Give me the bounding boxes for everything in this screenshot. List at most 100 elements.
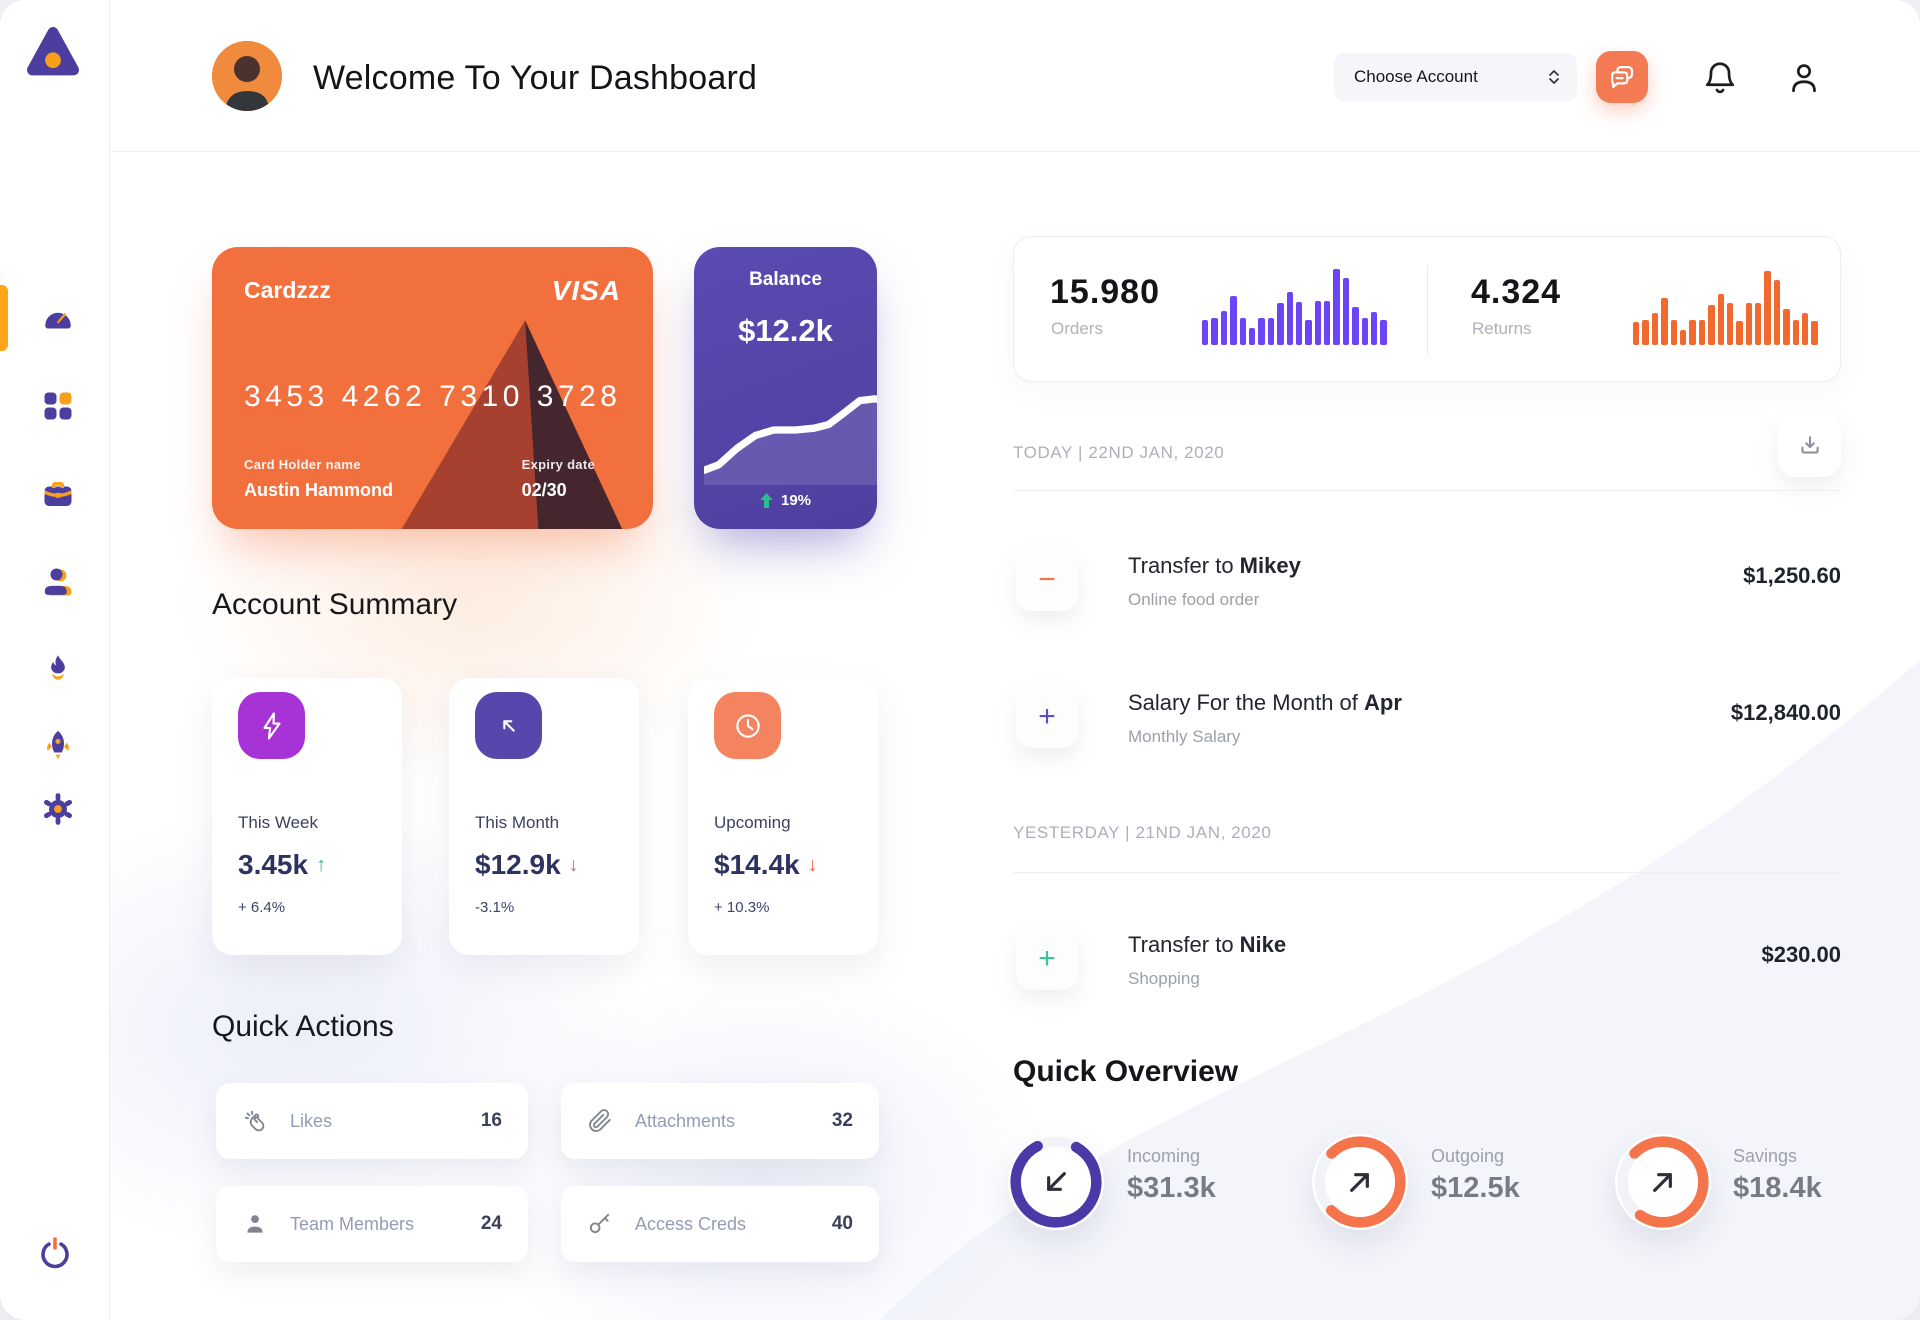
transaction-amount: $1,250.60 [1743,563,1841,588]
summary-value: 3.45k [238,849,309,880]
balance-title: Balance [749,269,822,290]
flame-icon [51,655,65,680]
active-indicator [0,285,8,351]
savings-amount: $18.4k [1733,1172,1822,1204]
orders-bar-chart [1202,269,1394,345]
summary-value: $12.9k [475,849,561,880]
incoming-ring [1008,1134,1104,1230]
summary-label: This Month [475,813,560,832]
chevron-up-down-icon [1549,70,1559,84]
quick-action-count: 32 [831,1110,853,1131]
balance-sparkline-chart [704,395,877,485]
savings-label: Savings [1733,1146,1798,1166]
users-icon [44,568,72,596]
rocket-icon [47,730,69,760]
sidebar-item-dashboard[interactable] [40,300,76,336]
quick-action-count: 16 [480,1110,502,1131]
account-selector-label: Choose Account [1354,67,1478,86]
incoming-label: Incoming [1127,1146,1201,1166]
account-summary-title: Account Summary [212,588,458,621]
summary-value: $14.4k [714,849,800,880]
sidebar-item-settings[interactable] [40,791,76,827]
stats-divider [1427,265,1428,355]
quick-action-label: Access Creds [635,1213,747,1234]
profile-button[interactable] [1786,60,1822,96]
arrow-trend-icon [475,692,542,759]
account-selector[interactable]: Choose Account [1334,53,1577,101]
notifications-button[interactable] [1702,60,1738,96]
quick-overview-title: Quick Overview [1013,1055,1239,1088]
balance-change: 19% [780,492,812,509]
date-group-yesterday: YESTERDAY | 21ND JAN, 2020 [1013,823,1272,842]
quick-action-likes[interactable]: Likes 16 [216,1083,528,1159]
clap-icon [244,1110,265,1132]
transaction-subtitle: Shopping [1128,969,1200,988]
credit-card[interactable]: Cardzzz VISA 3453 4262 7310 3728 Card Ho… [212,247,653,529]
orders-returns-card: 15.980 Orders 4.324 Returns [1013,236,1841,382]
orders-value: 15.980 [1050,273,1160,311]
sidebar [0,0,110,1320]
orders-label: Orders [1051,319,1103,338]
outgoing-ring [1312,1134,1408,1230]
transaction-amount: $12,840.00 [1730,700,1841,725]
sidebar-item-trending[interactable] [40,652,76,688]
summary-card-this-week[interactable]: This Week 3.45k ↑ + 6.4% [212,678,402,955]
app-logo[interactable] [24,24,82,82]
summary-card-upcoming[interactable]: Upcoming $14.4k ↓ + 10.3% [688,678,878,955]
power-button[interactable] [37,1236,73,1272]
user-avatar[interactable] [212,41,282,111]
outgoing-amount: $12.5k [1431,1172,1520,1204]
returns-bar-chart [1633,269,1825,345]
card-holder-name: Austin Hammond [244,480,394,500]
quick-action-access-creds[interactable]: Access Creds 40 [561,1186,879,1262]
incoming-amount: $31.3k [1127,1172,1216,1204]
summary-label: This Week [238,813,318,832]
quick-action-label: Attachments [635,1110,736,1131]
member-icon [247,1215,263,1233]
card-expiry-value: 02/30 [521,480,567,500]
avatar-image [212,41,282,111]
briefcase-icon [44,482,72,506]
card-name: Cardzzz [244,277,331,303]
summary-change: -3.1% [475,899,515,916]
quick-actions-title: Quick Actions [212,1010,394,1043]
lightning-icon [238,692,305,759]
right-column: 15.980 Orders 4.324 Returns TODAY | 22ND… [1008,0,1841,1320]
summary-card-this-month[interactable]: This Month $12.9k ↓ -3.1% [449,678,639,955]
sidebar-item-members[interactable] [40,564,76,600]
summary-change: + 6.4% [238,899,286,916]
sidebar-item-apps[interactable] [40,388,76,424]
chat-icon [1610,65,1634,89]
visa-logo: VISA [551,275,621,306]
returns-label: Returns [1472,319,1532,338]
transaction-title: Transfer to [1128,932,1240,957]
balance-card[interactable]: Balance $12.2k 19% [694,247,877,529]
arrow-up-right-icon [1653,1173,1672,1192]
header: Welcome To Your Dashboard Choose Account [110,0,1920,152]
chat-button[interactable] [1596,51,1648,103]
trend-arrow-icon: ↑ [316,853,327,876]
transaction-title: Transfer to [1128,553,1240,578]
quick-action-team-members[interactable]: Team Members 24 [216,1186,528,1262]
quick-action-count: 24 [480,1213,502,1234]
download-button[interactable] [1778,414,1841,477]
download-icon [1800,435,1819,454]
quick-action-attachments[interactable]: Attachments 32 [561,1083,879,1159]
grid-icon [44,392,72,420]
sidebar-item-launch[interactable] [40,727,76,763]
transaction-amount: $230.00 [1761,942,1841,967]
transaction-subtitle: Monthly Salary [1128,727,1241,746]
page-title: Welcome To Your Dashboard [313,59,758,97]
transaction-title-bold: Mikey [1239,553,1301,578]
left-column: Cardzzz VISA 3453 4262 7310 3728 Card Ho… [212,0,879,1320]
summary-change: + 10.3% [714,899,770,916]
trend-arrow-icon: ↓ [568,853,579,876]
gear-icon [43,793,73,825]
transaction-title-bold: Nike [1239,932,1287,957]
minus-icon: − [1016,549,1078,611]
sidebar-item-portfolio[interactable] [40,476,76,512]
card-number: 3453 4262 7310 3728 [244,380,622,413]
returns-value: 4.324 [1471,273,1562,311]
transaction-subtitle: Online food order [1128,590,1260,609]
